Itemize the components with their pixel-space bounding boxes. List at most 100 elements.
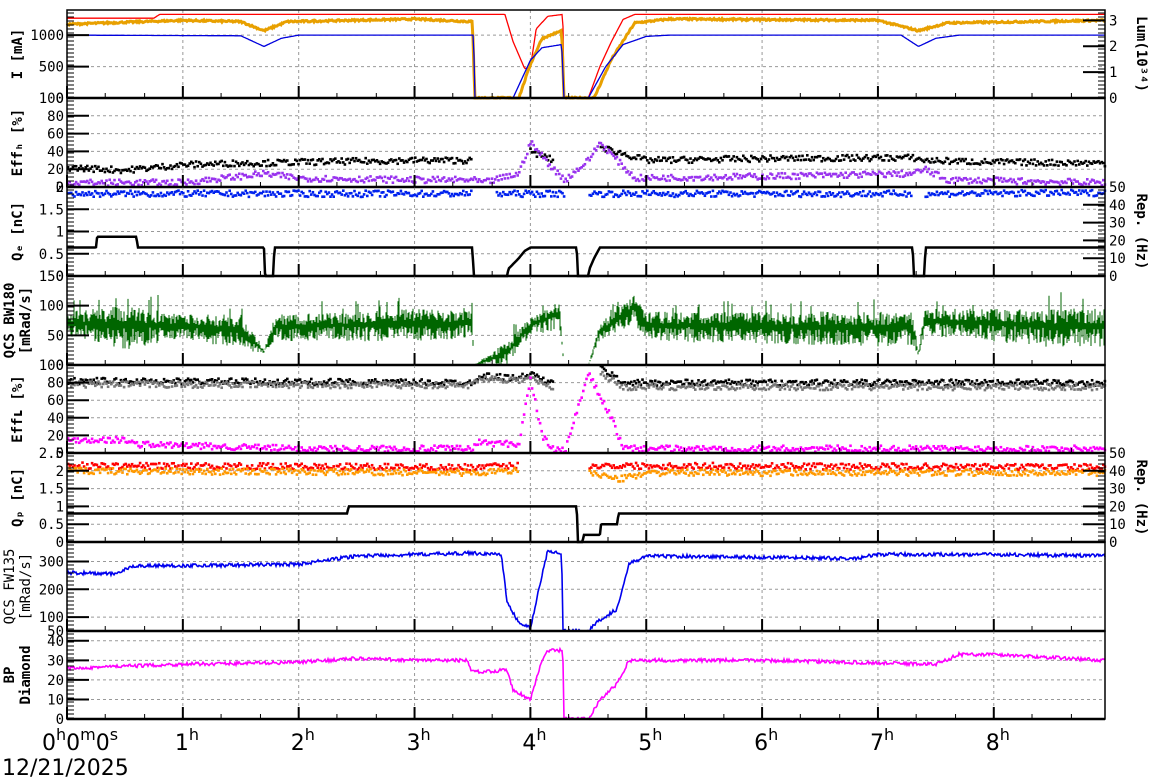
y2-axis-label: Lum(10³⁴) <box>1133 16 1149 92</box>
series-luminosity <box>65 15 1107 100</box>
series-ler-current <box>67 13 1105 99</box>
y-axis-label: [mRad/s] <box>18 287 34 354</box>
y-tick-label: 100 <box>39 610 64 626</box>
y-tick-label: 2 <box>56 464 64 480</box>
series-q-e-charge <box>66 188 1107 199</box>
y-tick-label: 100 <box>39 299 64 315</box>
y-axis-label: Effₕ [%] <box>10 109 26 176</box>
y-tick-label: 40 <box>47 144 64 160</box>
y2-tick-label: 10 <box>1109 251 1126 267</box>
y-axis-label: QCS FW135 <box>2 549 18 625</box>
date-label: 12/21/2025 <box>2 756 129 781</box>
series-qcs-fw135 <box>66 549 1106 633</box>
y-tick-label: 300 <box>39 554 64 570</box>
y-tick-label: 10 <box>47 692 64 708</box>
y-tick-label: 20 <box>47 673 64 689</box>
x-tick-label: 4h <box>522 725 546 756</box>
series-rep-rate <box>67 505 1105 544</box>
y-tick-label: 30 <box>47 653 64 669</box>
x-tick-label: 1h <box>175 725 199 756</box>
y-tick-label: 200 <box>39 582 64 598</box>
y-tick-label: 0 <box>56 358 64 374</box>
y-tick-label: 80 <box>47 109 64 125</box>
y-tick-label: 1 <box>56 225 64 241</box>
y-axis-label: [mRad/s] <box>18 553 34 620</box>
y2-tick-label: 30 <box>1109 482 1126 498</box>
x-tick-label: 5h <box>638 725 662 756</box>
y-tick-label: 60 <box>47 127 64 143</box>
series-q-p-red <box>66 461 1107 472</box>
series-q-p-orange <box>66 466 1107 483</box>
y-tick-label: 50 <box>47 624 64 640</box>
y-tick-label: 0 <box>56 446 64 462</box>
y2-tick-label: 50 <box>1109 180 1126 196</box>
y2-tick-label: 0 <box>1109 535 1117 551</box>
y-tick-label: 0 <box>56 535 64 551</box>
y-tick-label: 20 <box>47 428 64 444</box>
y-tick-label: 60 <box>47 393 64 409</box>
y-tick-label: 100 <box>39 91 64 107</box>
panel-current_lum: 0 500 1000 0 1 2 3 Lum(10³⁴) I [mA] <box>10 9 1149 107</box>
y-axis-label: I [mA] <box>10 29 26 80</box>
y-axis-label: Effʟ [%] <box>10 375 26 442</box>
x-tick-label: 7h <box>870 725 894 756</box>
y-axis-label: Diamond <box>18 645 34 704</box>
y-tick-label: 20 <box>47 162 64 178</box>
y2-tick-label: 0 <box>1109 91 1117 107</box>
y-tick-label: 50 <box>47 328 64 344</box>
y-tick-label: 500 <box>39 60 64 76</box>
series-eff-h-black <box>66 145 1107 175</box>
y-tick-label: 0.5 <box>39 247 64 263</box>
y-tick-label: 0 <box>56 269 64 285</box>
y-axis-label: Qₑ [nC] <box>10 202 26 261</box>
panel-bp_diamond: 0 10 20 30 40 BP Diamond <box>2 630 1106 728</box>
y2-axis-label: Rep. (Hz) <box>1133 194 1149 270</box>
x-tick-label: 8h <box>986 725 1010 756</box>
y-tick-label: 150 <box>39 269 64 285</box>
y-tick-label: 0 <box>56 91 64 107</box>
y-tick-label: 0 <box>56 180 64 196</box>
x-tick-label: 2h <box>291 725 315 756</box>
y-tick-label: 1.5 <box>39 482 64 498</box>
y-tick-label: 2 <box>56 180 64 196</box>
y2-tick-label: 30 <box>1109 216 1126 232</box>
y-tick-label: 0.5 <box>39 517 64 533</box>
y-tick-label: 100 <box>39 358 64 374</box>
panel-qcs_bw180: 0 50 100 150 QCS BW180 [mRad/s] <box>2 269 1106 374</box>
y-tick-label: 40 <box>47 411 64 427</box>
y2-tick-label: 20 <box>1109 499 1126 515</box>
y-axis-label: Qₚ [nC] <box>10 468 26 527</box>
y2-tick-label: 0 <box>1109 269 1117 285</box>
y2-axis-label: Rep. (Hz) <box>1133 460 1149 536</box>
y-tick-label: 1000 <box>30 28 64 44</box>
y-tick-label: 80 <box>47 376 64 392</box>
panel-frame <box>66 97 1106 188</box>
x-tick-label: 3h <box>407 725 431 756</box>
y2-tick-label: 50 <box>1109 446 1126 462</box>
series-rep-rate <box>67 235 1105 278</box>
y2-tick-label: 2 <box>1109 39 1117 55</box>
y2-tick-label: 40 <box>1109 464 1126 480</box>
series-qcs-bw180 <box>66 292 1106 365</box>
y-axis-label: BP <box>2 667 18 684</box>
y2-tick-label: 10 <box>1109 517 1126 533</box>
y-tick-label: 0 <box>56 712 64 728</box>
y-tick-label: 1 <box>56 499 64 515</box>
y2-tick-label: 3 <box>1109 13 1117 29</box>
x-tick-label: 0h0m0s <box>42 725 118 756</box>
y-axis-label: QCS BW180 <box>2 283 18 359</box>
y2-tick-label: 20 <box>1109 233 1126 249</box>
series-bp-diamond <box>66 646 1106 721</box>
x-tick-label: 6h <box>754 725 778 756</box>
y-tick-label: 1.5 <box>39 202 64 218</box>
y-tick-label: 2.5 <box>39 446 64 462</box>
y2-tick-label: 1 <box>1109 65 1117 81</box>
y2-tick-label: 40 <box>1109 198 1126 214</box>
panel-frame <box>66 630 1106 720</box>
